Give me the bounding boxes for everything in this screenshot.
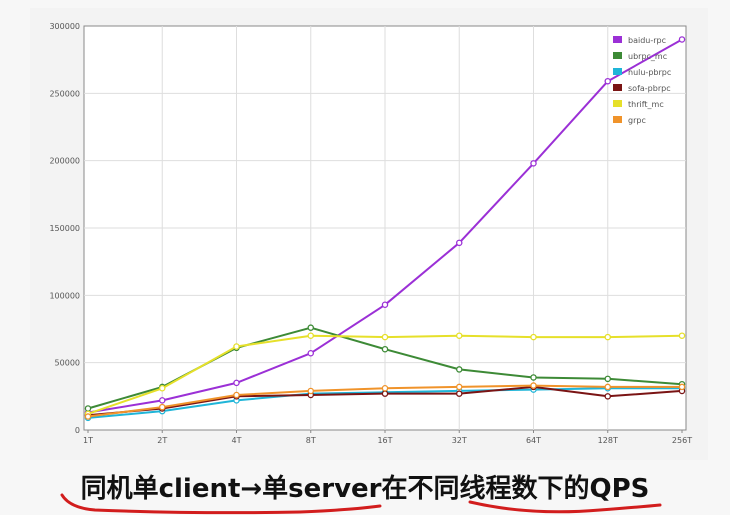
y-tick-label: 200000 [49,157,80,166]
data-point-sofa-pbrpc [604,393,612,400]
data-point-ubrpc_mc [604,375,612,383]
legend-label: grpc [628,116,646,125]
data-point-thrift_mc [604,333,612,341]
axes: 0 50000 100000 150000 200000 250000 300000 1T 2T… [49,22,692,445]
legend-swatch [613,100,622,107]
line-chart: 0 50000 100000 150000 200000 250000 300000 1T 2T… [49,22,693,445]
data-point-ubrpc_mc [530,374,537,381]
x-tick-label: 1T [83,436,93,445]
legend-swatch [613,84,622,91]
x-tick-label: 16T [377,436,392,445]
x-tick-label: 32T [452,436,467,445]
data-point-thrift_mc [158,385,166,392]
data-point-grpc [381,385,389,392]
legend-swatch [613,116,622,123]
data-point-thrift_mc [678,332,686,339]
chart-caption: 同机单client→单server在不同线程数下的QPS [80,474,650,504]
data-point-sofa-pbrpc [381,390,389,397]
x-tick-label: 128T [598,436,618,445]
legend-label: ubrpc_mc [628,52,667,61]
x-tick-label: 4T [232,436,242,445]
x-tick-label: 256T [672,436,692,445]
series-lines [84,36,686,422]
legend-label: baidu-rpc [628,36,666,45]
legend-swatch [613,36,622,43]
data-point-baidu-rpc [604,77,612,85]
legend-label: sofa-pbrpc [628,84,671,93]
legend-swatch [613,52,622,59]
x-tick-label: 8T [306,436,316,445]
x-tick-label: 2T [157,436,167,445]
x-tick-label: 64T [526,436,541,445]
y-tick-label: 0 [75,426,80,435]
data-point-grpc [604,383,612,391]
data-point-thrift_mc [307,332,314,339]
y-tick-label: 300000 [49,22,80,31]
handwritten-underline [60,493,662,515]
data-point-thrift_mc [233,343,240,350]
data-point-thrift_mc [530,333,537,341]
y-tick-label: 250000 [49,89,80,98]
legend: baidu-rpc ubrpc_mc hulu-pbrpc sofa-pbrpc thr… [613,36,671,125]
data-point-grpc [84,413,92,420]
legend-label: thrift_mc [628,100,664,109]
data-point-ubrpc_mc [455,366,463,373]
underline-stroke-left [60,493,382,515]
data-point-baidu-rpc [455,239,463,247]
data-point-baidu-rpc [233,379,240,387]
data-point-sofa-pbrpc [455,390,463,397]
data-point-grpc [530,382,537,389]
gridlines [84,26,686,430]
data-point-grpc [455,383,463,391]
data-point-ubrpc_mc [381,345,389,353]
data-point-grpc [233,391,240,399]
data-point-grpc [678,383,686,391]
data-point-thrift_mc [455,332,463,339]
legend-swatch [613,68,622,75]
data-point-baidu-rpc [530,160,537,167]
data-point-ubrpc_mc [307,324,314,331]
y-tick-label: 100000 [49,291,80,300]
data-point-baidu-rpc [381,301,389,309]
data-point-grpc [307,387,314,395]
data-point-thrift_mc [381,333,389,341]
data-point-ubrpc_mc [84,405,92,412]
y-tick-label: 150000 [49,224,80,233]
underline-stroke-right [468,500,662,514]
y-tick-label: 50000 [55,359,80,368]
legend-label: hulu-pbrpc [628,68,671,77]
data-point-baidu-rpc [307,349,314,357]
data-point-grpc [158,403,166,411]
data-point-baidu-rpc [158,397,166,404]
data-point-baidu-rpc [678,36,686,43]
